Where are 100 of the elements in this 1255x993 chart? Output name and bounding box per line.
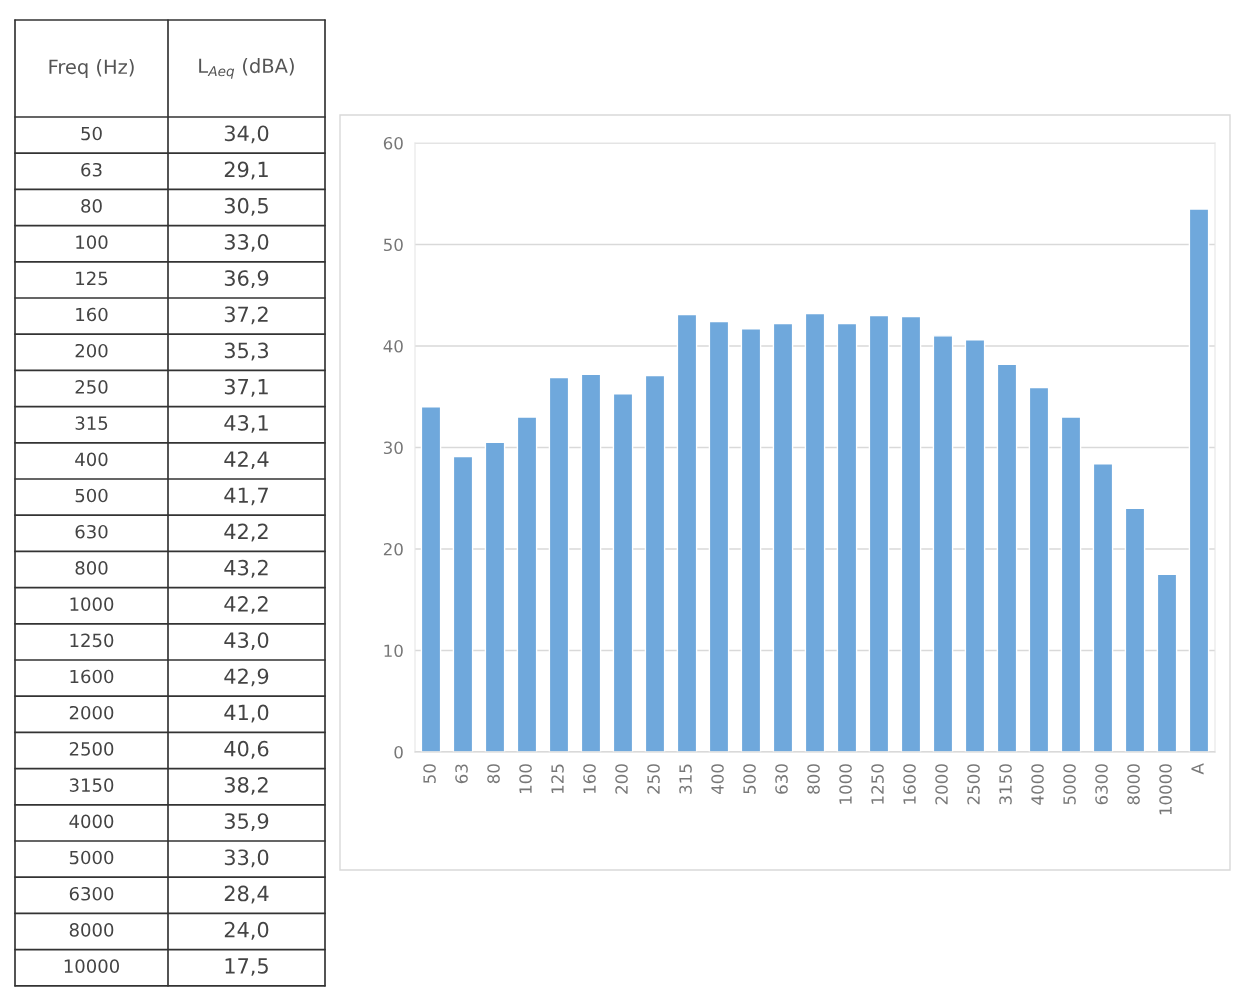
x-tick-label: 3150	[999, 764, 1012, 805]
x-tick-label: 200	[615, 764, 628, 794]
x-tick-label: 160	[583, 764, 596, 794]
text: 40,6	[224, 740, 269, 759]
bar	[1060, 416, 1082, 752]
bar	[580, 373, 602, 752]
text: 37,1	[224, 378, 268, 397]
x-tick-label: 1600	[903, 764, 916, 804]
text: 41,0	[224, 704, 269, 723]
x-tick-label: 10000	[1159, 764, 1172, 815]
bar	[1124, 507, 1146, 752]
text: 41,7	[224, 487, 268, 506]
text: 125	[76, 271, 108, 286]
x-tick-label: 630	[775, 764, 788, 794]
x-tick-label: 63	[455, 764, 468, 784]
bar	[836, 322, 858, 752]
text: 500	[75, 488, 108, 503]
x-tick-label: 125	[551, 764, 564, 794]
x-tick-label: 6300	[1095, 764, 1108, 805]
bar	[772, 322, 794, 752]
x-tick-label: 5000	[1063, 764, 1076, 805]
y-tick-label: 20	[383, 542, 403, 556]
text: 5000	[69, 850, 114, 865]
text: 33,0	[224, 849, 269, 868]
bar	[612, 393, 634, 752]
text: 50	[81, 126, 102, 141]
text: 160	[76, 307, 108, 322]
text: 1000	[70, 597, 114, 611]
bar	[420, 406, 442, 752]
text: 30,5	[224, 197, 268, 216]
x-tick-label: A	[1191, 763, 1204, 775]
text: 33,0	[224, 233, 269, 252]
bar	[964, 339, 986, 752]
bar	[484, 441, 506, 752]
text: 42,2	[224, 595, 268, 614]
text: 800	[75, 561, 108, 575]
text: 42,9	[224, 668, 269, 687]
text: 43,2	[224, 559, 268, 578]
x-tick-label: 250	[647, 764, 660, 794]
bar	[548, 376, 570, 752]
text: 200	[75, 343, 108, 358]
x-tick-label: 8000	[1127, 764, 1140, 805]
text: 29,1	[224, 161, 268, 180]
x-tick-label: 80	[487, 764, 500, 784]
bar	[868, 314, 890, 752]
text: 6300	[69, 886, 114, 901]
text: 17,5	[225, 958, 268, 976]
bar	[516, 416, 538, 752]
x-tick-label: 315	[679, 764, 692, 794]
text: 250	[75, 380, 108, 394]
text: 1600	[70, 669, 114, 684]
text: 34,0	[224, 125, 269, 144]
bar	[676, 313, 698, 752]
text: 37,2	[224, 306, 268, 325]
x-tick-label: 500	[743, 764, 756, 794]
text: 10000	[64, 959, 120, 973]
text: 24,0	[224, 921, 269, 940]
y-tick-label: 50	[383, 238, 403, 252]
text: 42,4	[224, 451, 269, 470]
y-tick-label: 40	[383, 339, 403, 353]
bar	[900, 315, 922, 752]
x-tick-label: 2000	[935, 764, 948, 805]
x-tick-label: 4000	[1031, 764, 1044, 805]
text: 400	[75, 452, 108, 467]
x-tick-label: 2500	[967, 764, 980, 805]
y-tick-label: 60	[383, 136, 403, 150]
text: 315	[75, 416, 108, 430]
text: 100	[76, 235, 108, 249]
text: 63	[81, 162, 102, 177]
bar	[1188, 208, 1210, 752]
bar	[708, 320, 730, 752]
text: 4000	[69, 814, 114, 829]
bar	[452, 455, 474, 752]
y-tick-label: 30	[383, 441, 403, 455]
x-tick-label: 100	[519, 764, 532, 794]
text: 35,9	[224, 813, 269, 832]
y-tick-label: 0	[394, 745, 403, 759]
x-tick-label: 400	[711, 764, 724, 795]
bar	[1092, 463, 1114, 752]
text: 28,4	[224, 885, 269, 904]
text: 80	[81, 199, 102, 213]
text: Freq (Hz)	[49, 59, 134, 78]
text: 630	[75, 524, 108, 539]
bar	[1156, 573, 1178, 752]
text: 1250	[70, 633, 114, 648]
x-tick-label: 1250	[871, 764, 884, 804]
bar	[804, 312, 826, 752]
text: 2500	[69, 742, 114, 756]
text: 43,0	[224, 632, 269, 651]
y-tick-label: 10	[384, 644, 403, 658]
text: 8000	[69, 923, 114, 937]
bar	[740, 328, 762, 752]
text: 2000	[69, 705, 114, 720]
bar	[932, 335, 954, 752]
bar	[644, 374, 666, 752]
text: 35,3	[224, 342, 269, 361]
text: 36,9	[224, 270, 269, 289]
text: 38,2	[224, 776, 268, 795]
x-tick-label: 1000	[839, 764, 852, 804]
text: 43,1	[224, 414, 268, 433]
